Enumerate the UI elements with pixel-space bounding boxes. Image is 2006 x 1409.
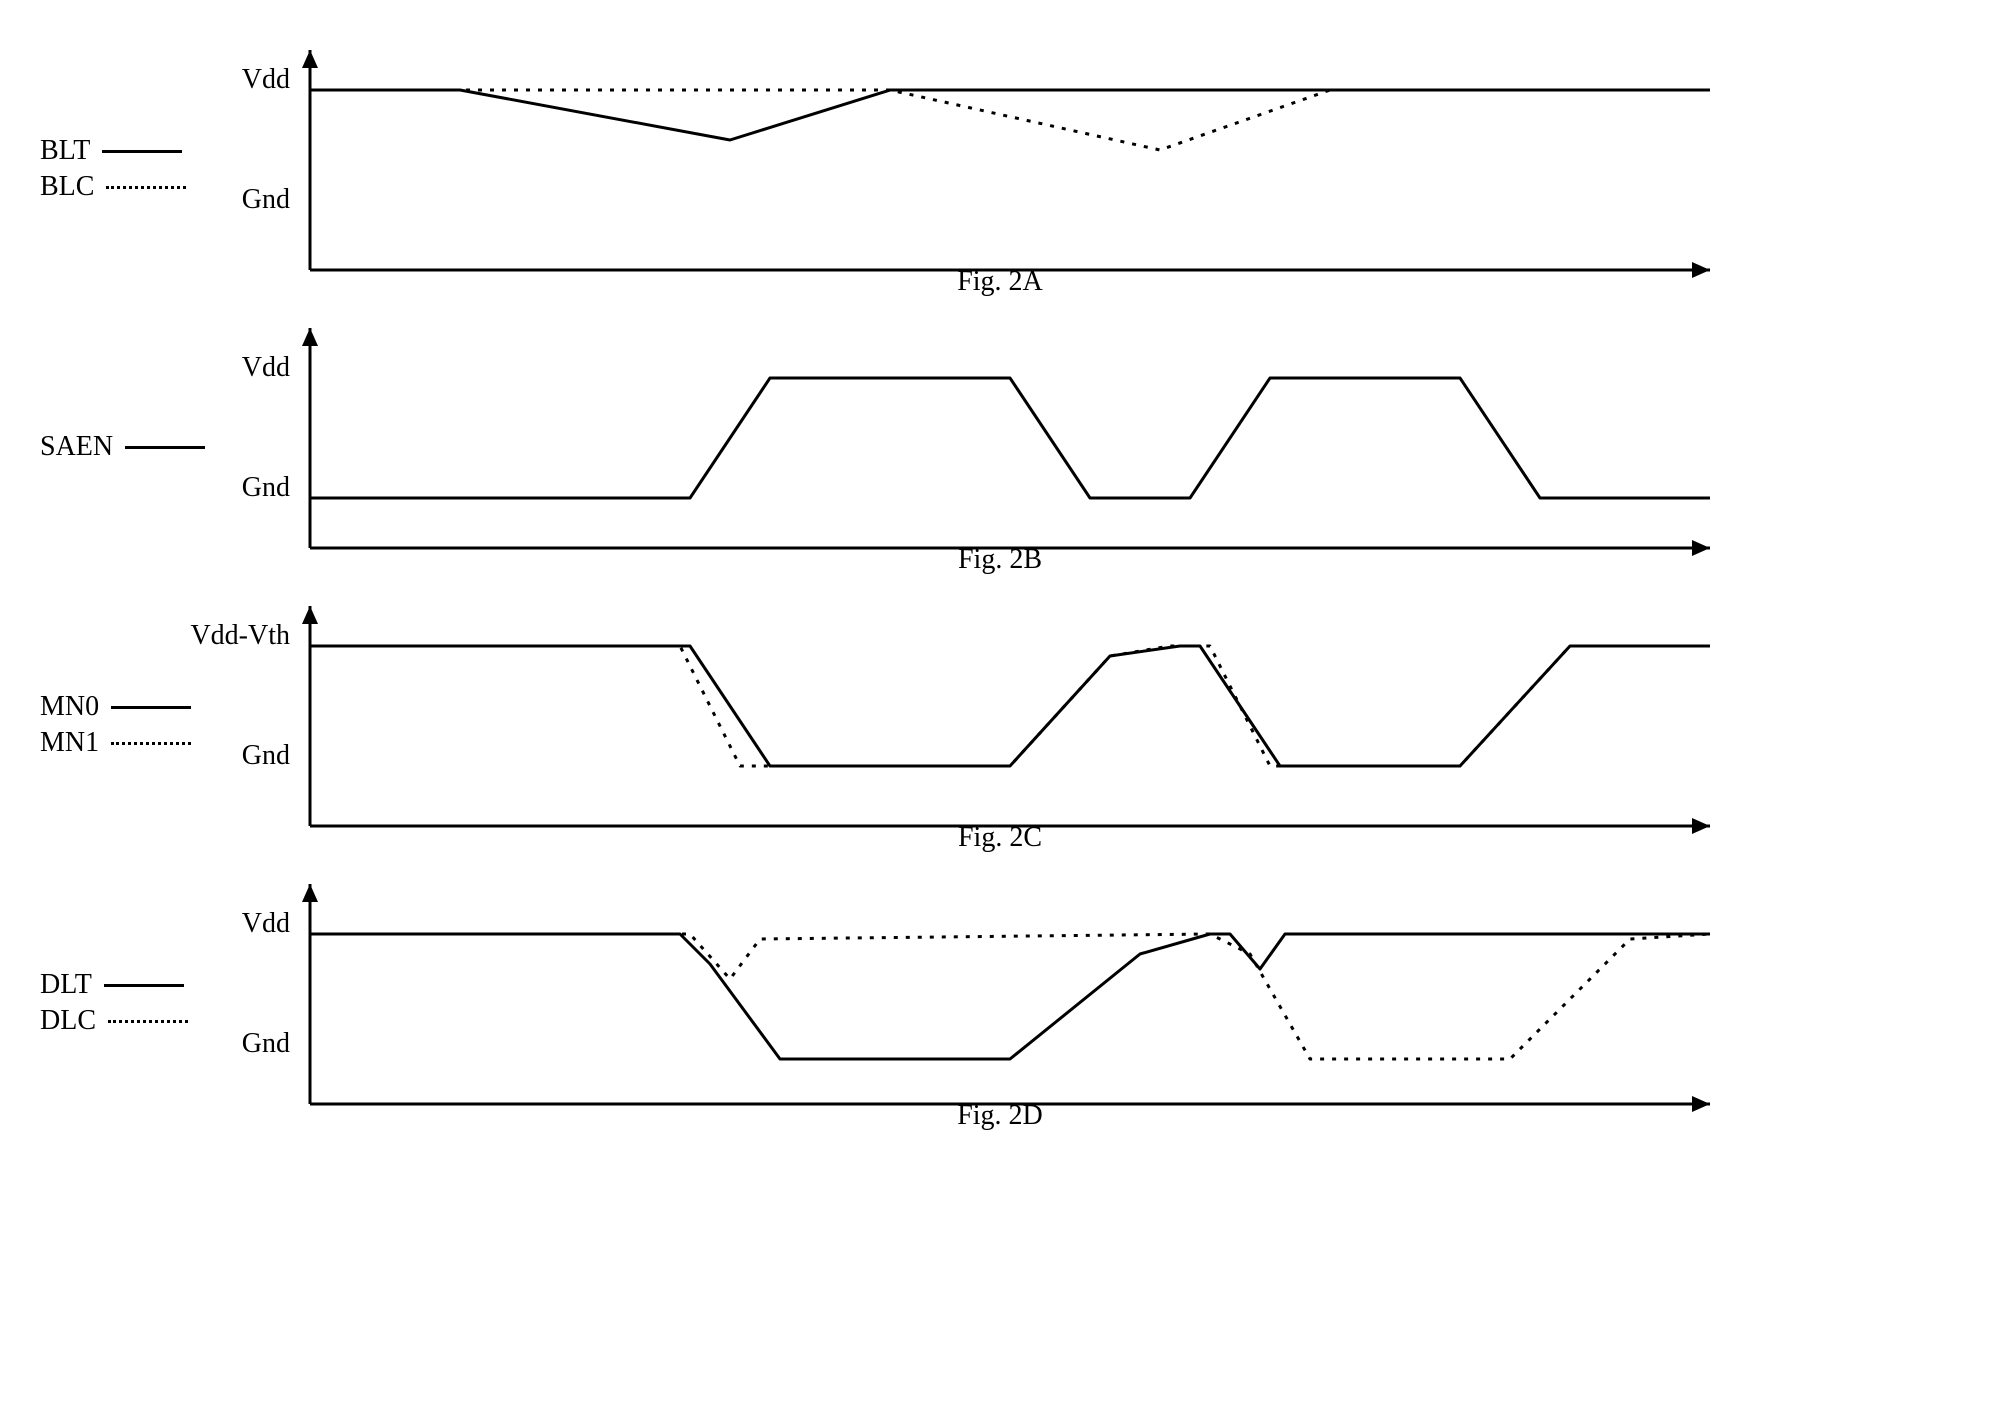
legend-label: BLT bbox=[40, 135, 90, 167]
legend: BLT BLC bbox=[40, 135, 240, 203]
chart: VddGnd bbox=[300, 318, 1700, 538]
legend-label: DLT bbox=[40, 969, 92, 1001]
legend-label: BLC bbox=[40, 171, 94, 203]
chart-wrap: VddGndFig. 2D bbox=[300, 874, 1700, 1132]
series-line-solid bbox=[310, 934, 1710, 1059]
series-line-dotted bbox=[310, 934, 1710, 1059]
figure-container: BLTBLCVddGndFig. 2ASAENVddGndFig. 2BMN0M… bbox=[40, 40, 1840, 1132]
legend-item: MN1 bbox=[40, 727, 240, 759]
series-line-solid bbox=[310, 378, 1710, 498]
legend-item: DLT bbox=[40, 969, 240, 1001]
y-axis-label: Gnd bbox=[242, 740, 300, 772]
chart: VddGnd bbox=[300, 40, 1700, 260]
series-line-dotted bbox=[310, 646, 1710, 766]
legend-label: DLC bbox=[40, 1005, 96, 1037]
chart-svg bbox=[300, 874, 1720, 1114]
legend-line-solid bbox=[125, 446, 205, 449]
y-axis-label: Gnd bbox=[242, 1028, 300, 1060]
legend-line-solid bbox=[111, 706, 191, 709]
series-line-solid bbox=[310, 90, 1710, 140]
series-line-dotted bbox=[310, 90, 1710, 150]
figure-row: BLT BLC VddGndFig. 2A bbox=[40, 40, 1840, 298]
legend-line-dotted bbox=[106, 186, 186, 189]
legend-item: BLT bbox=[40, 135, 240, 167]
legend-line-solid bbox=[104, 984, 184, 987]
y-axis-label: Vdd-Vth bbox=[190, 620, 300, 652]
legend-label: SAEN bbox=[40, 431, 113, 463]
legend: SAEN bbox=[40, 431, 240, 463]
legend-label: MN1 bbox=[40, 727, 99, 759]
chart-wrap: VddGndFig. 2A bbox=[300, 40, 1700, 298]
chart-wrap: VddGndFig. 2B bbox=[300, 318, 1700, 576]
chart-svg bbox=[300, 40, 1720, 280]
y-axis-label: Vdd bbox=[242, 64, 300, 96]
chart: VddGnd bbox=[300, 874, 1700, 1094]
series-line-solid bbox=[310, 646, 1710, 766]
y-axis-label: Vdd bbox=[242, 352, 300, 384]
figure-row: DLT DLC VddGndFig. 2D bbox=[40, 874, 1840, 1132]
chart-wrap: Vdd-VthGndFig. 2C bbox=[300, 596, 1700, 854]
legend: DLT DLC bbox=[40, 969, 240, 1037]
y-axis-label: Vdd bbox=[242, 908, 300, 940]
chart-svg bbox=[300, 318, 1720, 558]
legend-item: SAEN bbox=[40, 431, 240, 463]
chart: Vdd-VthGnd bbox=[300, 596, 1700, 816]
legend-item: MN0 bbox=[40, 691, 240, 723]
figure-row: MN0MN1Vdd-VthGndFig. 2C bbox=[40, 596, 1840, 854]
legend-line-solid bbox=[102, 150, 182, 153]
figure-row: SAEN VddGndFig. 2B bbox=[40, 318, 1840, 576]
legend-item: DLC bbox=[40, 1005, 240, 1037]
y-axis-label: Gnd bbox=[242, 472, 300, 504]
legend-line-dotted bbox=[108, 1020, 188, 1023]
y-axis-label: Gnd bbox=[242, 184, 300, 216]
chart-svg bbox=[300, 596, 1720, 836]
legend: MN0MN1 bbox=[40, 691, 240, 759]
legend-label: MN0 bbox=[40, 691, 99, 723]
legend-line-dotted bbox=[111, 742, 191, 745]
legend-item: BLC bbox=[40, 171, 240, 203]
